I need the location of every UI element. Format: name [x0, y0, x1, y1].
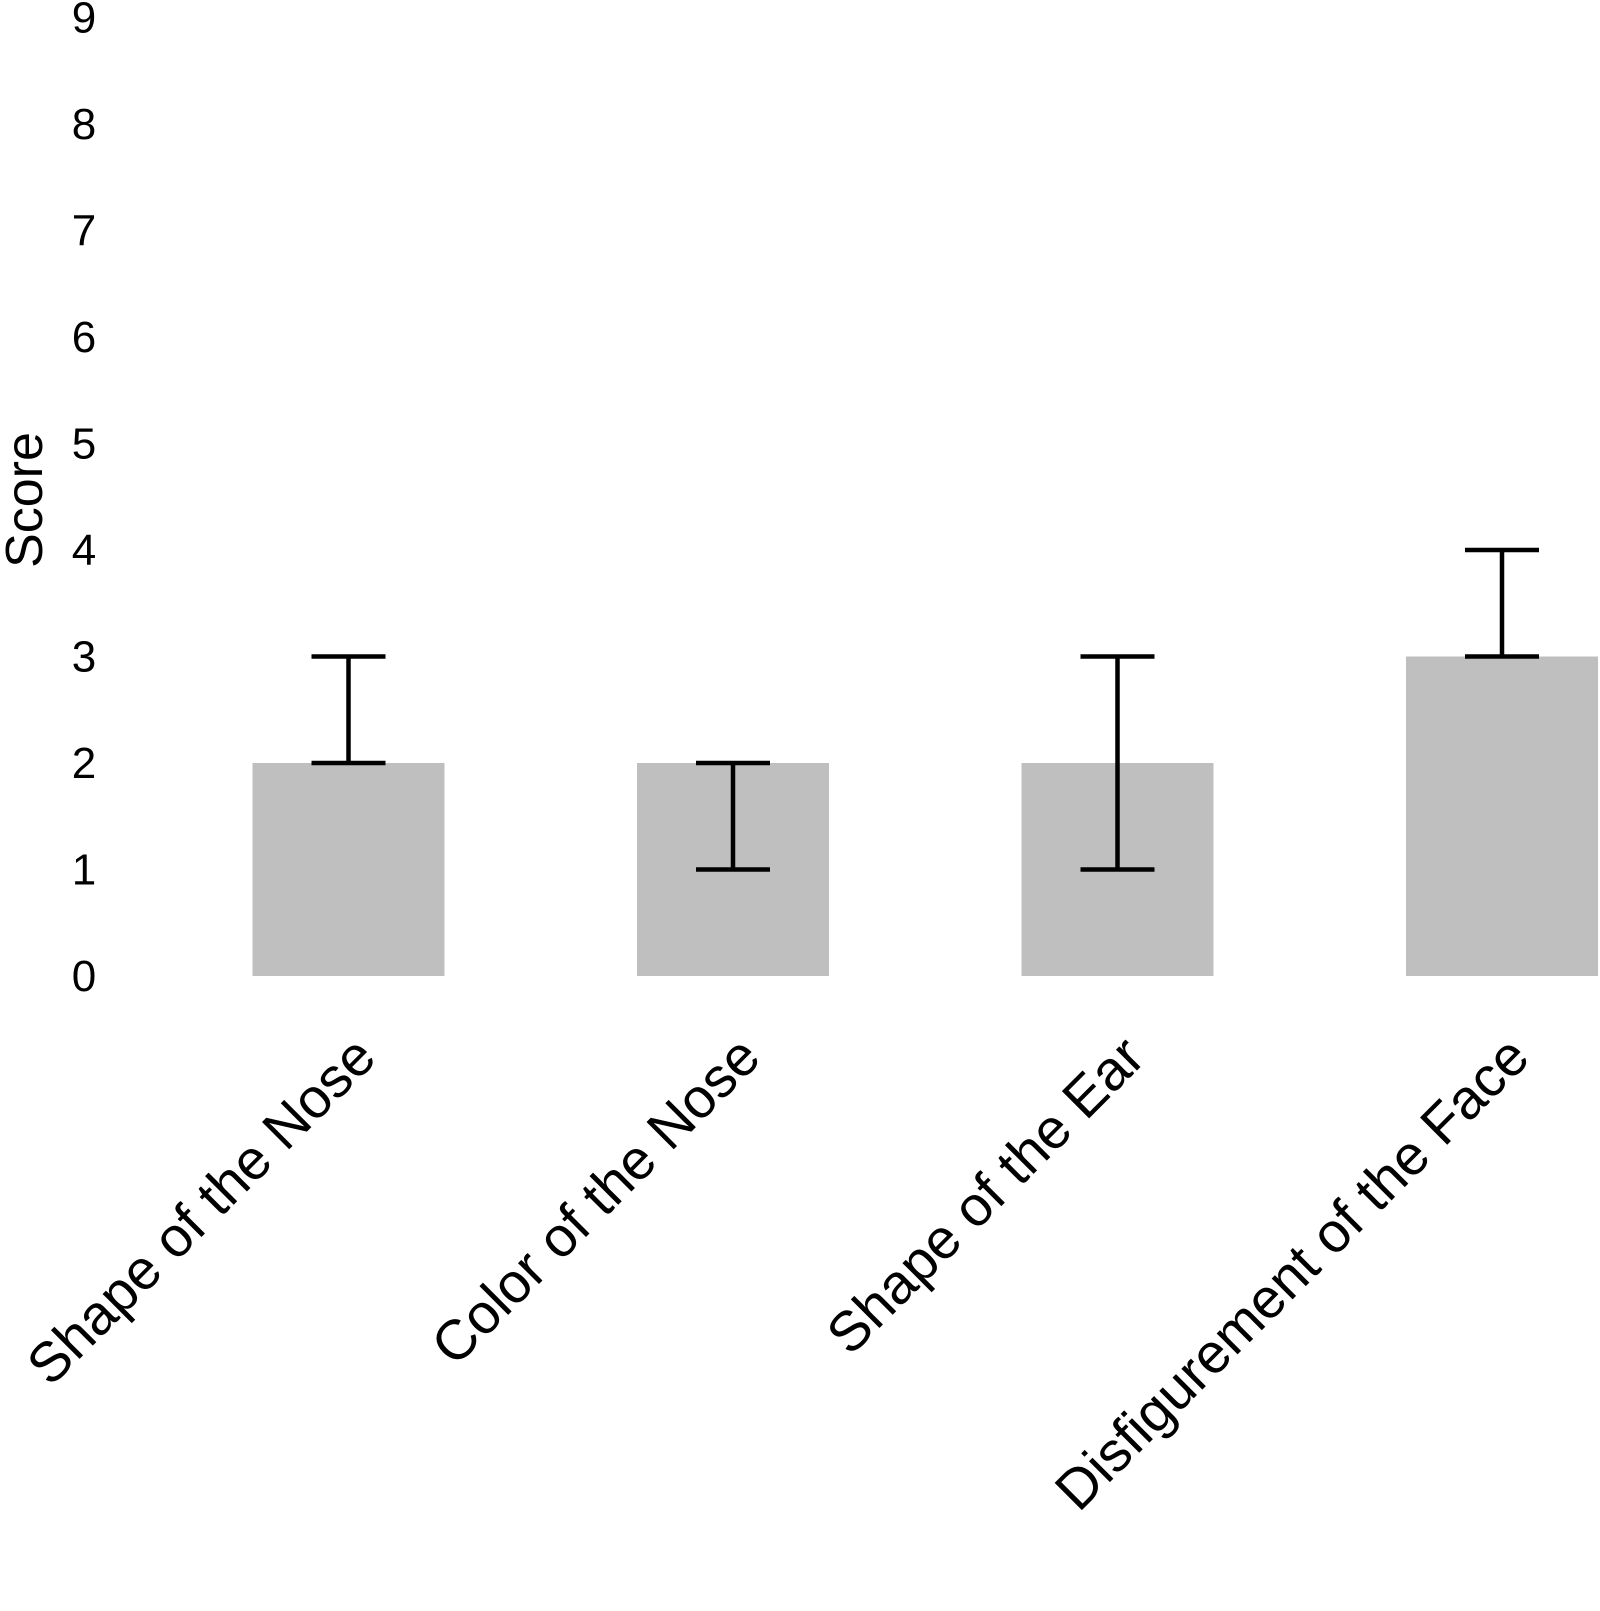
y-tick-label: 8 — [72, 100, 96, 149]
y-tick-label: 1 — [72, 846, 96, 895]
y-tick-label: 0 — [72, 952, 96, 1001]
y-tick-label: 7 — [72, 207, 96, 256]
y-tick-label: 2 — [72, 739, 96, 788]
y-axis-title: Score — [0, 432, 54, 568]
x-category-label: Shape of the Ear — [814, 1024, 1156, 1366]
x-axis-labels: Shape of the Nose Color of the Nose Shape … — [14, 1024, 1540, 1522]
y-axis-ticks: 0 1 2 3 4 5 6 7 8 9 — [72, 0, 96, 1001]
error-bars — [311, 547, 1539, 872]
y-tick-label: 5 — [72, 420, 96, 469]
y-tick-label: 9 — [72, 0, 96, 43]
bars — [252, 656, 1598, 976]
bar — [252, 763, 445, 976]
y-tick-label: 3 — [72, 633, 96, 682]
x-category-label: Shape of the Nose — [14, 1024, 387, 1397]
x-category-label: Color of the Nose — [419, 1024, 772, 1377]
bar — [1406, 656, 1598, 976]
y-tick-label: 6 — [72, 313, 96, 362]
y-tick-label: 4 — [72, 526, 96, 575]
